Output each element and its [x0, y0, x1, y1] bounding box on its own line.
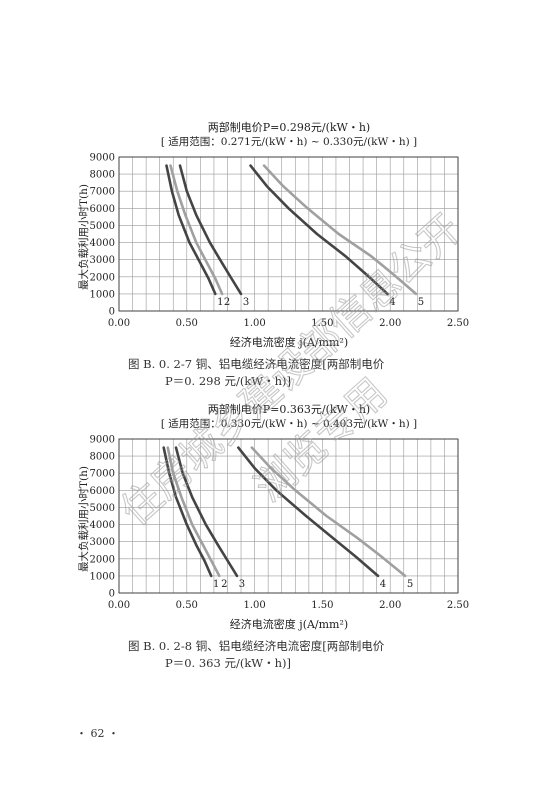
chart-2-title: 两部制电价P=0.363元/(kW・h) [208, 402, 370, 416]
chart-2: 两部制电价P=0.363元/(kW・h) [ 适用范围：0.330元/(kW・h… [77, 402, 470, 631]
series-line-5 [250, 446, 407, 578]
y-tick-label: 7000 [90, 187, 115, 198]
x-tick-label: 1.00 [243, 318, 265, 329]
chart-2-x-axis-label: 经济电流密度 j(A/mm²) [230, 617, 348, 631]
figure-caption-1-line1: 图 B. 0. 2-7 铜、铝电缆经济电流密度[两部制电价 [128, 357, 385, 371]
y-tick-label: 8000 [90, 170, 115, 181]
y-tick-label: 4000 [90, 238, 115, 249]
figure-caption-1: 图 B. 0. 2-7 铜、铝电缆经济电流密度[两部制电价 P＝0. 298 元… [128, 356, 384, 390]
y-tick-label: 4000 [90, 520, 115, 531]
x-tick-label: 1.50 [311, 600, 333, 611]
y-tick-label: 5000 [90, 503, 115, 514]
y-tick-label: 2000 [90, 272, 115, 283]
x-tick-label: 1.50 [311, 318, 333, 329]
plot-border [118, 438, 459, 594]
series-label-4: 4 [380, 579, 386, 590]
series-label-2: 2 [224, 297, 230, 308]
y-tick-label: 6000 [90, 486, 115, 497]
chart-2-y-axis-label: 最大负载利用小时T(h) [77, 466, 90, 572]
y-tick-label: 3000 [90, 255, 115, 266]
y-tick-label: 3000 [90, 537, 115, 548]
x-tick-label: 0.00 [108, 318, 130, 329]
chart-2-plot-area: 0 1000 2000 3000 4000 5000 6000 7000 8000 9000 0.0… [90, 435, 470, 612]
y-tick-label: 0 [109, 307, 115, 318]
x-tick-label: 2.00 [379, 600, 401, 611]
chart-1-plot-area: 0 1000 2000 3000 4000 5000 6000 7000 8000 9000 0.0… [90, 153, 470, 330]
series-label-3: 3 [239, 579, 245, 590]
series-label-1: 1 [213, 579, 219, 590]
series-line-3 [174, 446, 239, 578]
x-tick-label: 0.50 [176, 318, 198, 329]
chart-1-y-axis-label: 最大负载利用小时T(h) [77, 184, 90, 290]
plot-border [118, 156, 459, 312]
y-tick-label: 1000 [90, 571, 115, 582]
y-tick-label: 6000 [90, 204, 115, 215]
y-tick-label: 9000 [90, 435, 115, 446]
chart-1-subtitle: [ 适用范围：0.271元/(kW・h) ~ 0.330元/(kW・h) ] [161, 135, 417, 148]
series-line-3 [178, 164, 243, 296]
y-tick-label: 0 [109, 589, 115, 600]
y-tick-label: 7000 [90, 469, 115, 480]
series-line-1 [162, 446, 213, 578]
x-tick-label: 0.00 [108, 600, 130, 611]
series-line-5 [262, 164, 418, 296]
chart-1-x-axis-label: 经济电流密度 j(A/mm²) [230, 335, 348, 349]
series-label-2: 2 [221, 579, 227, 590]
figure-caption-2: 图 B. 0. 2-8 铜、铝电缆经济电流密度[两部制电价 P＝0. 363 元… [128, 638, 384, 672]
x-tick-label: 1.00 [243, 600, 265, 611]
chart-2-subtitle: [ 适用范围：0.330元/(kW・h) ~ 0.403元/(kW・h) ] [161, 417, 417, 430]
x-tick-label: 2.00 [379, 318, 401, 329]
series-label-1: 1 [217, 297, 223, 308]
series-label-4: 4 [389, 297, 395, 308]
chart-1: 两部制电价P=0.298元/(kW・h) [ 适用范围：0.271元/(kW・h… [77, 120, 470, 349]
x-tick-label: 0.50 [176, 600, 198, 611]
series-label-5: 5 [418, 297, 424, 308]
x-tick-label: 2.50 [447, 600, 469, 611]
figure-caption-2-line2: P＝0. 363 元/(kW・h)] [165, 656, 291, 670]
y-tick-label: 1000 [90, 289, 115, 300]
series-line-4 [249, 164, 389, 296]
page-number: ・ 62 ・ [76, 727, 119, 740]
series-label-3: 3 [243, 297, 249, 308]
series-line-2 [169, 164, 224, 296]
chart-1-title: 两部制电价P=0.298元/(kW・h) [208, 120, 370, 134]
series-line-4 [237, 446, 380, 578]
series-label-5: 5 [407, 579, 413, 590]
series-line-1 [165, 164, 217, 296]
x-tick-label: 2.50 [447, 318, 469, 329]
figure-caption-1-line2: P＝0. 298 元/(kW・h)] [165, 374, 291, 388]
figure-caption-2-line1: 图 B. 0. 2-8 铜、铝电缆经济电流密度[两部制电价 [128, 639, 385, 653]
y-tick-label: 2000 [90, 554, 115, 565]
y-tick-label: 5000 [90, 221, 115, 232]
series-line-2 [166, 446, 221, 578]
y-tick-label: 8000 [90, 452, 115, 463]
y-tick-label: 9000 [90, 153, 115, 164]
